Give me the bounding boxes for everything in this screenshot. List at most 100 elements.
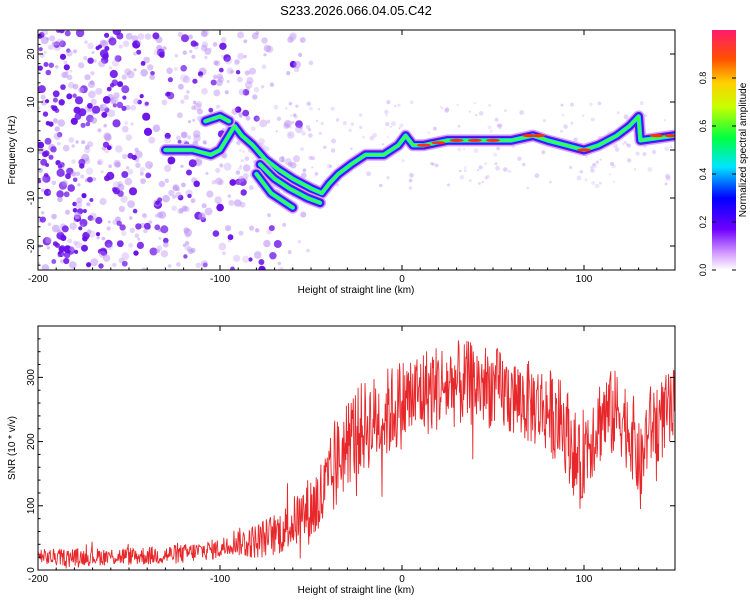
- spectrogram-noise-blob: [83, 56, 88, 61]
- spectrogram-noise-blob: [90, 258, 99, 267]
- spectrogram-noise-blob: [51, 180, 57, 186]
- spectrogram-noise-blob: [147, 64, 154, 71]
- spectrogram-noise-blob: [174, 54, 179, 58]
- spectrogram-noise-blob: [598, 181, 602, 185]
- spectrogram-noise-blob: [664, 146, 670, 152]
- spectrogram-noise-blob: [139, 167, 145, 173]
- spectrogram-noise-blob: [40, 175, 48, 182]
- spectrogram-noise-blob: [494, 117, 499, 122]
- spectrogram-noise-blob: [190, 198, 196, 204]
- spectrogram-noise-blob: [235, 70, 241, 75]
- spectrogram-noise-blob: [90, 71, 95, 76]
- spectrogram-noise-blob: [503, 109, 507, 113]
- spectrogram-noise-blob: [204, 207, 213, 216]
- spectrogram-noise-blob: [234, 107, 238, 112]
- spectrogram-noise-blob: [95, 216, 103, 225]
- spectrogram-noise-blob: [315, 119, 319, 123]
- spectrogram-noise-blob: [314, 172, 319, 176]
- spectrogram-noise-blob: [121, 252, 130, 261]
- spectrogram-noise-blob: [100, 40, 109, 48]
- spectrogram-noise-blob: [258, 265, 266, 270]
- spectrogram-noise-blob: [92, 177, 97, 182]
- snr-y-label: SNR (10 * v/v): [7, 416, 18, 480]
- spectrogram-noise-blob: [175, 191, 182, 199]
- spectrogram-noise-blob: [125, 134, 132, 141]
- spectrogram-noise-blob: [135, 223, 142, 230]
- spectrogram-noise-blob: [164, 178, 169, 183]
- spectrogram-noise-blob: [503, 167, 508, 172]
- spectrogram-noise-blob: [63, 60, 68, 65]
- spectrogram-noise-blob: [323, 145, 327, 149]
- spectrogram-noise-blob: [132, 208, 138, 214]
- spectrogram-noise-blob: [187, 135, 192, 140]
- spectrogram-noise-blob: [211, 179, 217, 185]
- spectrogram-noise-blob: [468, 110, 471, 113]
- spectrogram-noise-blob: [51, 213, 57, 220]
- spectrogram-noise-blob: [180, 164, 184, 168]
- spectrogram-noise-blob: [127, 200, 135, 209]
- spectrogram-noise-blob: [534, 173, 540, 179]
- spectrogram-noise-blob: [38, 261, 41, 266]
- spectrogram-noise-blob: [101, 236, 106, 241]
- spectrogram-noise-blob: [52, 90, 60, 98]
- spectrogram-hotspot: [664, 134, 675, 138]
- spectrogram-noise-blob: [121, 74, 128, 80]
- spectrogram-noise-blob: [522, 162, 526, 167]
- spectrogram-noise-blob: [161, 99, 168, 106]
- spectrogram-noise-blob: [81, 140, 86, 145]
- spectrogram-noise-blob: [172, 185, 178, 191]
- spectrogram-noise-blob: [276, 116, 282, 122]
- spectrogram-noise-blob: [152, 124, 161, 133]
- spectrogram-noise-blob: [237, 76, 243, 83]
- spectrogram-noise-blob: [597, 101, 602, 106]
- spectrogram-noise-blob: [48, 62, 54, 68]
- spectrogram-noise-blob: [168, 189, 175, 197]
- spectrogram-noise-blob: [122, 95, 127, 100]
- spectrogram-noise-blob: [261, 85, 265, 89]
- spectrogram-noise-blob: [158, 180, 166, 188]
- spectrogram-noise-blob: [97, 160, 102, 165]
- spectrogram-noise-blob: [78, 62, 85, 69]
- spectrogram-noise-blob: [53, 118, 58, 122]
- spectrogram-noise-blob: [386, 135, 389, 139]
- spectrogram-noise-blob: [230, 266, 235, 270]
- spectrogram-noise-blob: [69, 261, 77, 269]
- spectrogram-noise-blob: [275, 130, 278, 133]
- spectrogram-noise-blob: [214, 60, 221, 67]
- spectrogram-noise-blob: [44, 137, 52, 145]
- spectrogram-noise-blob: [197, 71, 204, 77]
- spectrogram-x-tick-label: -200: [28, 274, 48, 285]
- spectrogram-noise-blob: [48, 154, 54, 160]
- spectrogram-noise-blob: [112, 119, 121, 128]
- spectrogram-noise-blob: [249, 225, 255, 231]
- colorbar-tick-label: 0.4: [698, 168, 708, 181]
- spectrogram-noise-blob: [372, 133, 377, 138]
- snr-x-tick-label: 0: [399, 574, 405, 585]
- spectrogram-noise-blob: [41, 188, 45, 192]
- spectrogram-noise-blob: [87, 42, 94, 50]
- spectrogram-noise-blob: [289, 114, 293, 117]
- spectrogram-noise-blob: [166, 91, 171, 97]
- spectrogram-noise-blob: [164, 137, 171, 144]
- spectrogram-noise-blob: [180, 131, 188, 139]
- spectrogram-noise-blob: [108, 164, 112, 168]
- spectrogram-noise-blob: [57, 196, 63, 203]
- spectrogram-noise-blob: [202, 262, 208, 268]
- spectrogram-noise-blob: [74, 201, 83, 209]
- spectrogram-noise-blob: [86, 202, 92, 207]
- spectrogram-ridge-layer: [204, 115, 231, 123]
- spectrogram-hotspot: [577, 148, 591, 152]
- spectrogram-noise-blob: [122, 153, 128, 160]
- spectrogram-noise-blob: [644, 114, 648, 117]
- spectrogram-noise-blob: [85, 167, 94, 175]
- spectrogram-noise-blob: [468, 179, 472, 183]
- spectrogram-noise-blob: [66, 93, 73, 100]
- spectrogram-noise-blob: [192, 130, 201, 138]
- spectrogram-noise-blob: [89, 198, 94, 202]
- spectrogram-noise-blob: [278, 156, 285, 163]
- snr-x-label: Height of straight line (km): [298, 585, 415, 596]
- spectrogram-noise-blob: [63, 245, 72, 254]
- spectrogram-noise-blob: [457, 124, 461, 128]
- spectrogram-noise-blob: [633, 168, 637, 171]
- spectrogram-noise-blob: [462, 148, 466, 151]
